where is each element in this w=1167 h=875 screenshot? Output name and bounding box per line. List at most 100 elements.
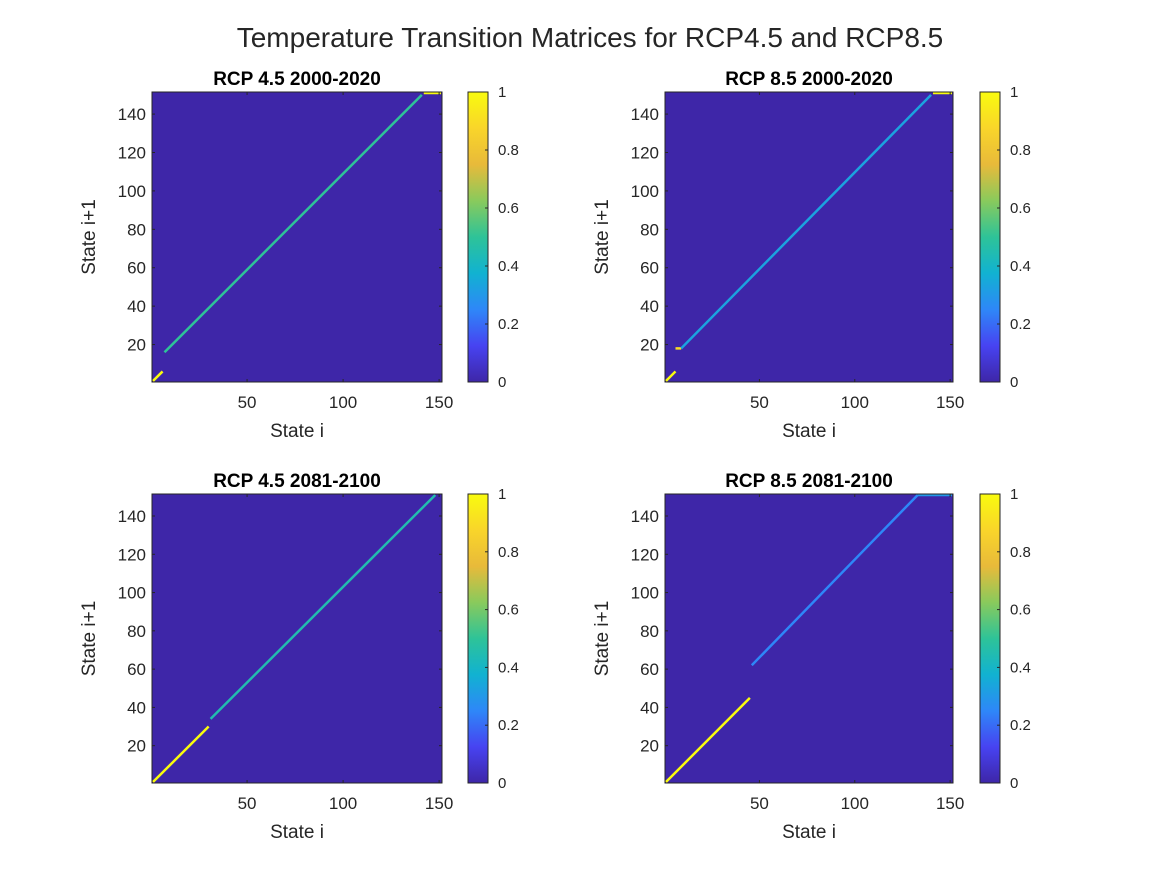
- subplot-3: RCP 4.5 2081-2100 50 100 150 20 40 60 80 100 120 1…: [79, 471, 519, 843]
- heatmap-band-1: [665, 370, 677, 382]
- heatmap-background: [665, 92, 953, 382]
- x-tick-label: 100: [841, 794, 869, 813]
- y-tick-label: 140: [631, 507, 659, 526]
- colorbar-box: [467, 91, 489, 383]
- y-tick-label: 40: [127, 698, 146, 717]
- x-tick-label: 50: [750, 393, 769, 412]
- x-tick-label: 50: [750, 794, 769, 813]
- subplot-title: RCP 4.5 2081-2100: [213, 471, 381, 492]
- colorbar: 0 0.2 0.4 0.6 0.8 1: [467, 84, 519, 391]
- y-tick-label: 100: [118, 182, 146, 201]
- colorbar-tick-label: 0.8: [498, 544, 519, 561]
- colorbar-tick-label: 1: [1010, 486, 1018, 503]
- colorbar-tick-label: 0.6: [498, 602, 519, 619]
- x-tick-label: 150: [425, 393, 453, 412]
- colorbar-tick-label: 0.6: [498, 200, 519, 217]
- y-tick-label: 120: [118, 143, 146, 162]
- y-tick-label: 100: [118, 584, 146, 603]
- heatmap-band-2: [750, 494, 919, 667]
- y-axis-label: State i+1: [79, 199, 100, 275]
- heatmap-band-2: [209, 494, 437, 720]
- y-tick-label: 20: [640, 336, 659, 355]
- x-tick-label: 100: [841, 393, 869, 412]
- y-tick-label: 40: [640, 698, 659, 717]
- y-tick-label: 120: [631, 143, 659, 162]
- subplot-title: RCP 4.5 2000-2020: [213, 69, 381, 90]
- colorbar-tick-label: 0.6: [1010, 602, 1031, 619]
- y-tick-label: 140: [631, 105, 659, 124]
- colorbar-tick-label: 0: [1010, 374, 1018, 391]
- y-tick-label: 60: [640, 660, 659, 679]
- x-axis-label: State i: [782, 822, 836, 843]
- colorbar: 0 0.2 0.4 0.6 0.8 1: [979, 486, 1031, 792]
- colorbar-tick-label: 0.8: [1010, 544, 1031, 561]
- y-tick-label: 20: [640, 737, 659, 756]
- x-axis-label: State i: [270, 421, 324, 442]
- heatmap-band-2: [163, 93, 423, 354]
- y-tick-label: 80: [127, 220, 146, 239]
- figure-title: Temperature Transition Matrices for RCP4…: [237, 22, 944, 53]
- subplot-title: RCP 8.5 2000-2020: [725, 69, 893, 90]
- y-tick-label: 80: [127, 622, 146, 641]
- colorbar-tick-label: 0.4: [1010, 659, 1031, 676]
- y-tick-label: 20: [127, 336, 146, 355]
- y-tick-label: 120: [631, 545, 659, 564]
- subplot-1: RCP 4.5 2000-2020 50 100 150 20 40 60 80 100 120 1…: [79, 69, 519, 442]
- y-tick-label: 60: [640, 259, 659, 278]
- y-axis-label: State i+1: [592, 601, 613, 677]
- colorbar-tick-label: 0.2: [498, 316, 519, 333]
- colorbar: 0 0.2 0.4 0.6 0.8 1: [467, 486, 519, 792]
- colorbar-tick-label: 0.2: [1010, 717, 1031, 734]
- y-tick-label: 100: [631, 584, 659, 603]
- subplot-2: RCP 8.5 2000-2020 50 100 150 20 40 60 80 100 120 1…: [592, 69, 1031, 442]
- colorbar-tick-label: 0.2: [498, 717, 519, 734]
- x-axis-label: State i: [782, 421, 836, 442]
- x-axis-label: State i: [270, 822, 324, 843]
- colorbar-tick-label: 0: [498, 775, 506, 792]
- axes-box: [664, 493, 954, 784]
- x-tick-label: 150: [936, 794, 964, 813]
- colorbar-tick-label: 0.4: [1010, 258, 1031, 275]
- heatmap-background: [152, 92, 442, 382]
- y-tick-label: 60: [127, 259, 146, 278]
- colorbar-tick-label: 1: [498, 84, 506, 101]
- colorbar-box: [467, 493, 489, 784]
- colorbar-tick-label: 0.2: [1010, 316, 1031, 333]
- x-tick-label: 50: [238, 393, 257, 412]
- y-tick-label: 20: [127, 737, 146, 756]
- colorbar-gradient: [468, 494, 488, 783]
- colorbar-gradient: [468, 92, 488, 382]
- colorbar-tick-label: 0.4: [498, 659, 519, 676]
- heatmap-band-1: [665, 696, 751, 783]
- heatmap-band-1: [152, 370, 164, 382]
- y-tick-label: 40: [640, 297, 659, 316]
- y-axis-label: State i+1: [79, 601, 100, 677]
- y-axis-label: State i+1: [592, 199, 613, 275]
- heatmap-band-3: [680, 94, 932, 350]
- y-tick-label: 140: [118, 507, 146, 526]
- colorbar-tick-label: 0: [498, 374, 506, 391]
- heatmap-band-1: [152, 725, 210, 783]
- x-tick-label: 150: [936, 393, 964, 412]
- subplot-title: RCP 8.5 2081-2100: [725, 471, 893, 492]
- y-tick-label: 80: [640, 220, 659, 239]
- colorbar-gradient: [980, 92, 1000, 382]
- subplot-4: RCP 8.5 2081-2100 50 100 150 20 40 60 80 100 120 1…: [592, 471, 1031, 843]
- x-tick-label: 50: [238, 794, 257, 813]
- axes-box: [151, 91, 443, 383]
- colorbar-tick-label: 0.8: [1010, 142, 1031, 159]
- colorbar: 0 0.2 0.4 0.6 0.8 1: [979, 84, 1031, 391]
- axes-box: [664, 91, 954, 383]
- x-tick-label: 100: [329, 393, 357, 412]
- colorbar-tick-label: 0: [1010, 775, 1018, 792]
- colorbar-tick-label: 0.4: [498, 258, 519, 275]
- y-tick-label: 40: [127, 297, 146, 316]
- colorbar-tick-label: 1: [498, 486, 506, 503]
- y-tick-label: 140: [118, 105, 146, 124]
- y-tick-label: 80: [640, 622, 659, 641]
- colorbar-tick-label: 0.8: [498, 142, 519, 159]
- y-tick-label: 100: [631, 182, 659, 201]
- x-tick-label: 100: [329, 794, 357, 813]
- y-tick-label: 120: [118, 545, 146, 564]
